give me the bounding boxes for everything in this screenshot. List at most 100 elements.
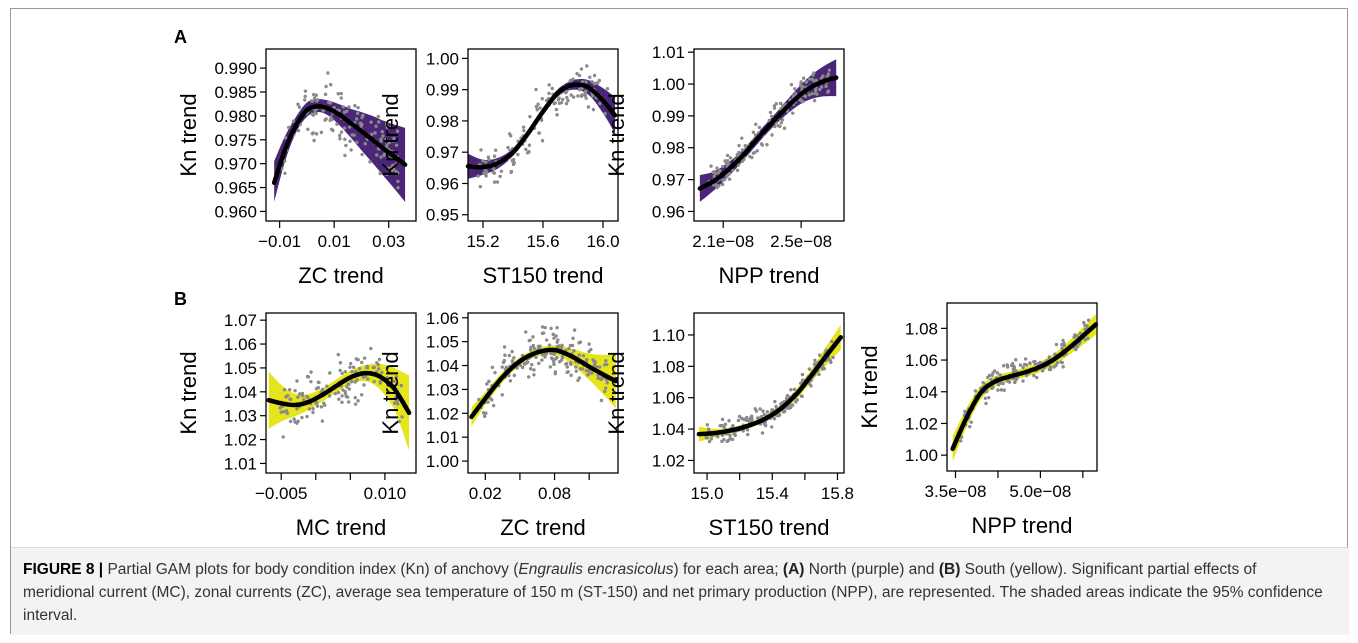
data-point <box>328 118 332 122</box>
data-point <box>309 379 313 384</box>
data-point <box>813 358 817 362</box>
data-point <box>341 105 345 109</box>
y-tick-label: 0.980 <box>214 107 257 126</box>
data-point <box>379 155 383 159</box>
data-point <box>554 107 559 112</box>
data-point <box>720 417 725 422</box>
data-point <box>725 159 730 163</box>
data-point <box>279 410 283 414</box>
data-point <box>512 373 517 378</box>
data-point <box>831 355 835 360</box>
data-point <box>353 402 358 406</box>
data-point <box>295 379 299 383</box>
data-point <box>397 419 401 424</box>
y-axis-label: Kn trend <box>604 351 629 434</box>
data-point <box>349 148 353 152</box>
data-point <box>348 365 352 369</box>
data-point <box>311 407 315 411</box>
data-point <box>605 381 609 385</box>
data-point <box>315 99 319 103</box>
caption-text-4: South (yellow). Significant partial effe… <box>23 561 1323 624</box>
data-point <box>555 340 559 344</box>
data-point <box>298 392 302 396</box>
data-point <box>571 95 576 99</box>
data-point <box>751 130 756 134</box>
y-axis-label: Kn trend <box>857 345 882 428</box>
data-point <box>577 341 581 345</box>
data-point <box>778 124 782 129</box>
data-point <box>504 365 508 370</box>
confidence-band <box>274 99 406 202</box>
data-point <box>743 143 747 148</box>
data-point <box>564 101 569 106</box>
data-point <box>369 120 373 124</box>
data-point <box>343 369 347 374</box>
data-point <box>482 171 486 175</box>
x-tick-label: 15.8 <box>821 484 854 503</box>
x-axis-label: ZC trend <box>500 515 586 540</box>
data-point <box>559 346 564 350</box>
data-point <box>572 349 576 353</box>
data-point <box>327 394 332 398</box>
data-point <box>830 339 834 344</box>
data-point <box>963 409 967 414</box>
data-point <box>385 172 389 176</box>
data-point <box>537 361 541 366</box>
data-point <box>306 375 311 379</box>
data-point <box>998 373 1002 377</box>
data-point <box>348 361 353 366</box>
data-point <box>1060 360 1064 365</box>
data-point <box>296 419 300 423</box>
data-point <box>540 325 545 329</box>
data-point <box>338 368 342 373</box>
data-point <box>396 185 400 190</box>
data-point <box>351 365 356 369</box>
caption-text-3: North (purple) and <box>804 561 939 578</box>
data-point <box>755 149 760 153</box>
data-point <box>720 439 724 444</box>
data-point <box>804 80 809 84</box>
data-point <box>329 115 333 119</box>
data-point <box>323 92 328 97</box>
y-tick-label: 0.96 <box>652 202 685 221</box>
data-point <box>773 124 777 129</box>
data-point <box>737 143 741 148</box>
data-point <box>385 142 389 146</box>
data-point <box>551 352 556 356</box>
data-point <box>779 121 783 125</box>
data-point <box>709 164 713 168</box>
data-point <box>711 170 715 175</box>
data-point <box>1054 342 1059 347</box>
y-tick-label: 0.99 <box>426 81 459 100</box>
x-tick-label: 15.6 <box>526 232 559 251</box>
data-point <box>792 387 797 392</box>
data-point <box>1001 381 1005 386</box>
data-point <box>537 131 542 135</box>
data-point <box>526 375 531 379</box>
figure-number: FIGURE 8 | <box>23 561 104 578</box>
data-point <box>989 377 993 382</box>
data-point <box>577 376 582 380</box>
data-point <box>716 170 721 175</box>
data-point <box>485 382 489 386</box>
data-point <box>770 408 774 412</box>
data-point <box>793 87 797 91</box>
y-tick-label: 0.985 <box>214 83 257 102</box>
data-point <box>590 371 594 375</box>
data-point <box>292 417 296 421</box>
data-point <box>289 397 293 402</box>
data-point <box>344 143 348 148</box>
data-point <box>378 381 383 385</box>
data-point <box>549 326 553 331</box>
data-point <box>340 394 344 398</box>
data-point <box>789 82 794 87</box>
data-point <box>547 343 552 347</box>
data-point <box>770 133 774 137</box>
plot-frame <box>265 312 417 474</box>
data-point <box>782 126 787 130</box>
y-tick-label: 0.97 <box>652 171 685 190</box>
data-point <box>826 72 831 76</box>
data-point <box>575 72 579 76</box>
data-point <box>765 410 770 414</box>
data-point <box>745 428 750 432</box>
